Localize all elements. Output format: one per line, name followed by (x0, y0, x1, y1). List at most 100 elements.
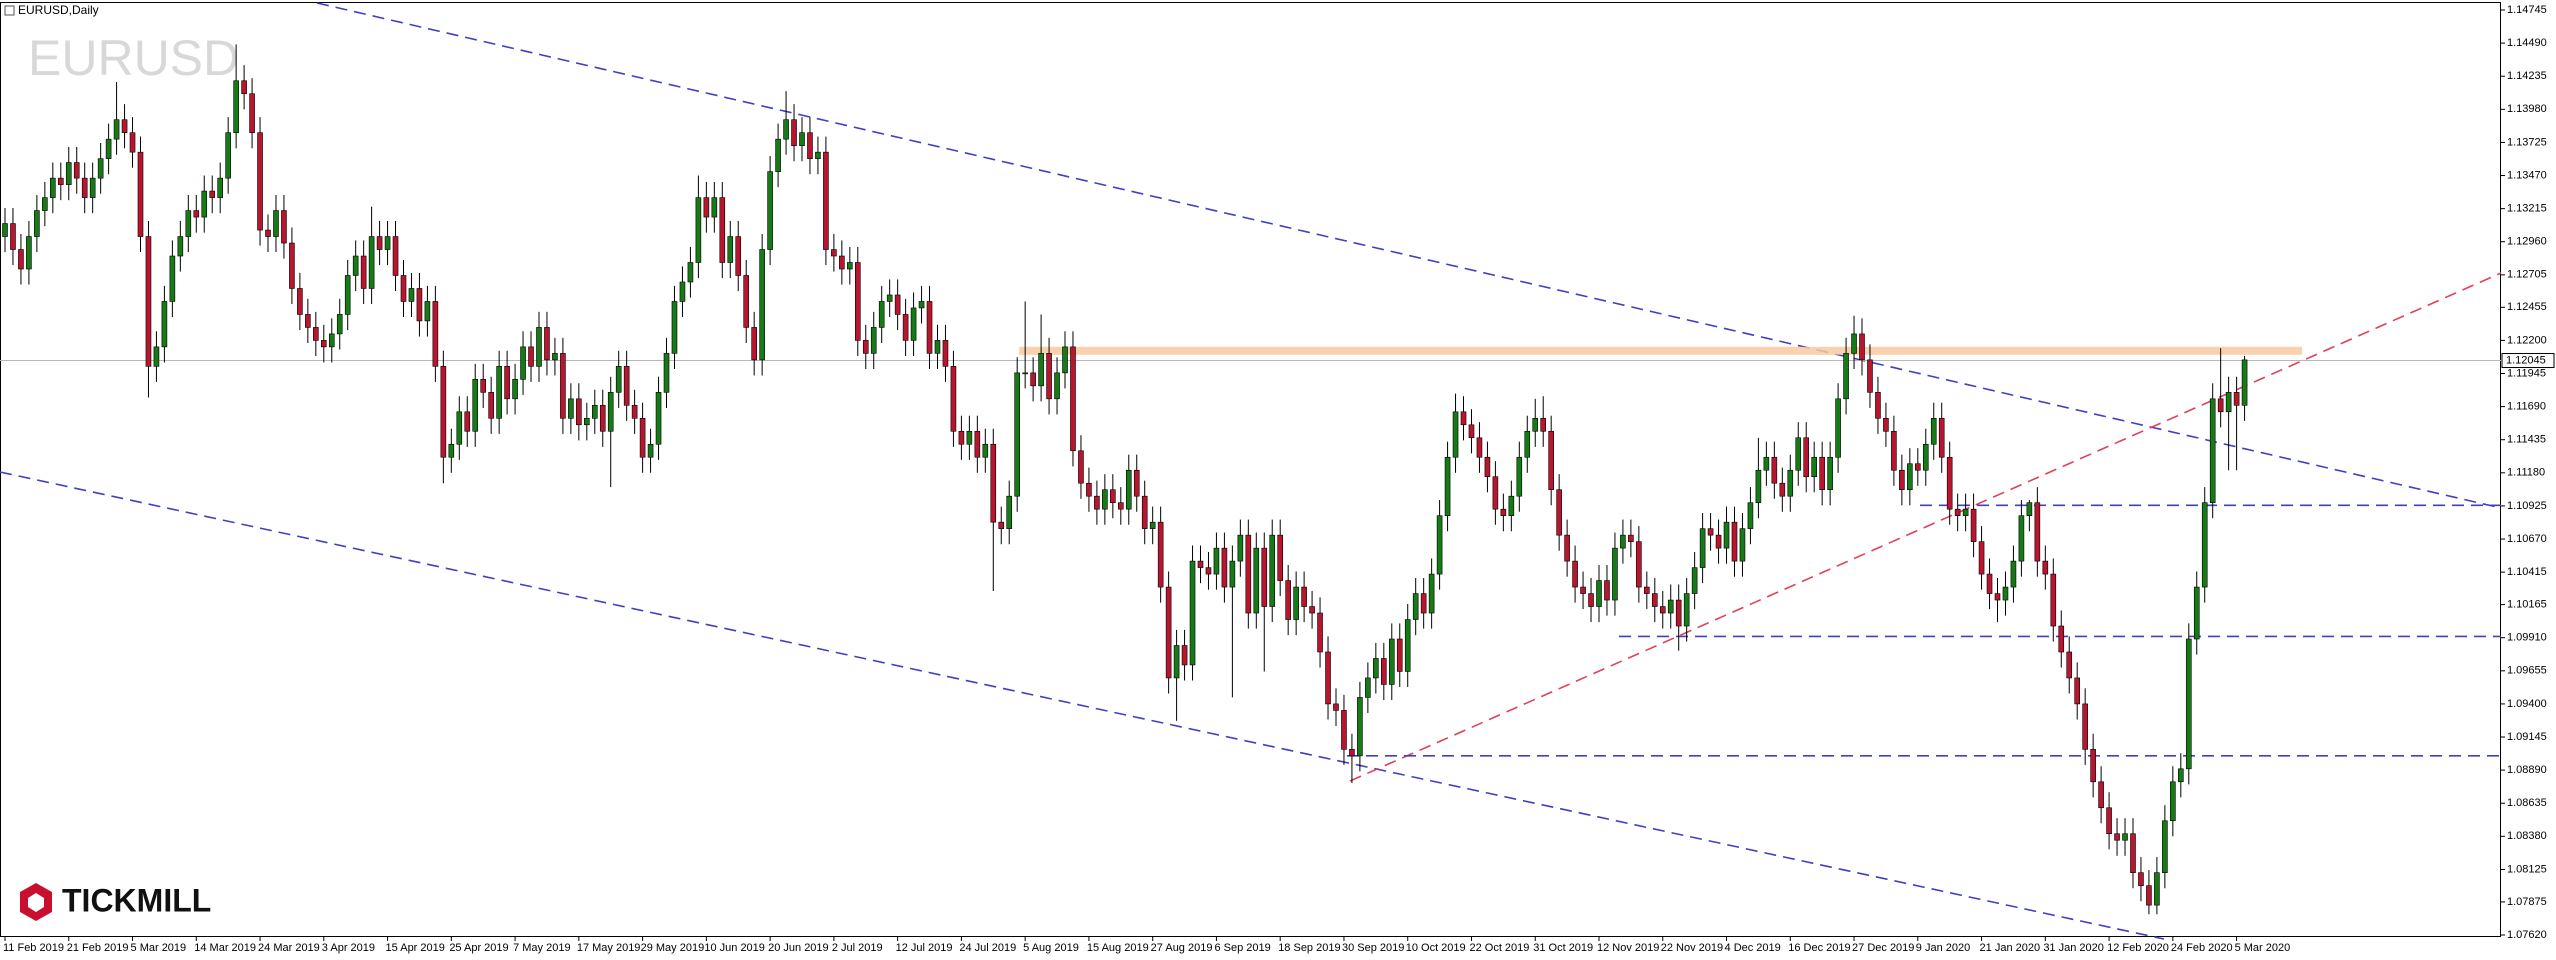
y-tick-label: 1.14745 (2507, 4, 2547, 16)
candle-body (121, 119, 128, 133)
candle-body (440, 366, 447, 458)
y-tick-label: 1.10925 (2507, 500, 2547, 512)
candle-body (2082, 703, 2088, 750)
candle-body (113, 119, 120, 140)
candle-body (1699, 528, 1706, 568)
candle-body (1213, 547, 1220, 575)
candle-body (1620, 534, 1626, 549)
candle-body (2130, 833, 2136, 873)
candle-body (1540, 417, 1547, 432)
candle-body (1604, 580, 1610, 601)
candle-body (2114, 833, 2120, 841)
candle-body (1452, 411, 1459, 458)
x-tick-label: 18 Sep 2019 (1278, 942, 1340, 954)
candle-body (1070, 346, 1076, 452)
candle-body (831, 249, 837, 257)
candle-body (2178, 768, 2184, 783)
y-tick-label: 1.14490 (2507, 37, 2547, 49)
candle-body (942, 340, 949, 367)
candle-body (1803, 437, 1810, 478)
candle-body (1811, 456, 1817, 478)
candle-body (599, 405, 606, 432)
candle-body (1388, 638, 1395, 685)
candle-body (1628, 534, 1634, 542)
candle-body (1157, 521, 1164, 588)
x-tick-label: 27 Aug 2019 (1151, 942, 1213, 954)
candle-body (305, 314, 311, 328)
candle-body (1381, 658, 1387, 685)
candle-body (974, 430, 981, 458)
candle-body (1891, 430, 1897, 471)
candle-body (1827, 456, 1833, 491)
x-tick-label: 10 Oct 2019 (1406, 942, 1466, 954)
candle-body (201, 190, 208, 218)
plot-frame (0, 2, 2501, 937)
y-tick-label: 1.09655 (2507, 665, 2547, 677)
candle-body (775, 138, 781, 172)
candle-body (1946, 456, 1953, 510)
candle-body (1683, 593, 1690, 627)
candle-body (1229, 560, 1236, 588)
candle-body (759, 249, 765, 361)
candle-body (1819, 456, 1825, 491)
candle-body (1500, 508, 1507, 516)
x-tick-label: 12 Nov 2019 (1597, 942, 1659, 954)
x-tick-label: 31 Jan 2020 (2043, 942, 2104, 954)
candle-body (1484, 456, 1491, 478)
candle-body (2026, 502, 2033, 516)
candle-body (1715, 534, 1722, 549)
candle-body (456, 411, 463, 445)
x-tick-label: 31 Oct 2019 (1533, 942, 1593, 954)
candle-body (847, 262, 853, 270)
candle-body (823, 151, 829, 250)
candle-body (1444, 456, 1451, 516)
candles (2, 44, 2248, 915)
y-tick-label: 1.12960 (2507, 236, 2547, 248)
candle-body (2058, 625, 2065, 653)
candle-body (1149, 521, 1156, 529)
y-tick-label: 1.12705 (2507, 269, 2547, 281)
candle-body (1962, 508, 1969, 516)
candle-body (480, 379, 487, 393)
candle-body (1118, 502, 1124, 510)
candle-body (73, 162, 80, 179)
candle-body (1564, 534, 1570, 562)
x-tick-label: 30 Sep 2019 (1342, 942, 1404, 954)
x-tick-label: 4 Dec 2019 (1725, 942, 1781, 954)
y-tick-label: 1.09400 (2507, 698, 2547, 710)
candle-body (1301, 586, 1307, 607)
candle-body (2138, 872, 2144, 886)
candle-body (1675, 599, 1682, 627)
candle-body (1659, 606, 1666, 614)
candle-body (1014, 372, 1020, 497)
candle-body (799, 132, 805, 146)
candle-body (2106, 807, 2112, 835)
candle-body (1197, 560, 1204, 568)
candle-body (1707, 528, 1714, 536)
chart-title: EURUSD,Daily (18, 3, 99, 17)
candle-body (257, 132, 263, 231)
x-tick-label: 9 Jan 2020 (1916, 942, 1970, 954)
candle-body (1930, 417, 1937, 445)
candle-body (1038, 353, 1044, 387)
symbol-watermark: EURUSD (28, 30, 239, 86)
y-tick-label: 1.07875 (2507, 896, 2547, 908)
candle-body (902, 314, 909, 341)
candle-body (926, 301, 933, 354)
candle-body (344, 275, 351, 315)
candle-body (376, 236, 383, 250)
candle-body (2074, 677, 2080, 705)
candle-body (233, 80, 239, 133)
candle-body (57, 177, 64, 185)
candle-body (416, 288, 423, 322)
last-price-label: 1.12045 (2506, 354, 2546, 366)
candle-body (1373, 658, 1379, 679)
candle-body (1325, 651, 1331, 705)
x-tick-label: 16 Dec 2019 (1788, 942, 1850, 954)
y-tick-label: 1.09910 (2507, 632, 2547, 644)
candle-body (313, 327, 319, 341)
logo-mark-inner (28, 893, 44, 912)
candle-body (18, 249, 24, 270)
candle-body (1644, 586, 1650, 594)
candle-body (1110, 489, 1116, 503)
